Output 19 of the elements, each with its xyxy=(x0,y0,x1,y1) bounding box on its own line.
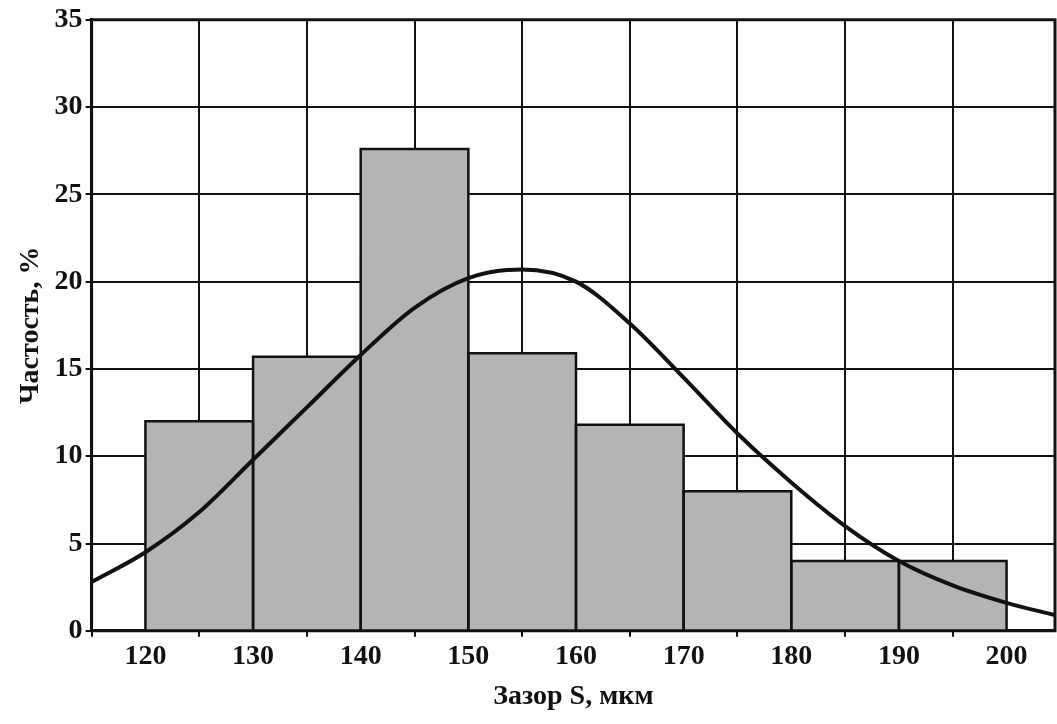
x-tick-label: 150 xyxy=(447,638,490,670)
x-tick-label: 190 xyxy=(877,638,920,670)
x-axis-title: Зазор S, мкм xyxy=(493,679,654,711)
y-tick-label: 20 xyxy=(54,263,83,295)
x-tick-label: 200 xyxy=(985,638,1028,670)
x-tick-label: 120 xyxy=(124,638,167,670)
y-tick-label: 0 xyxy=(68,613,83,645)
y-tick-label: 15 xyxy=(54,351,83,383)
y-tick-label: 30 xyxy=(54,89,83,121)
x-tick-label: 140 xyxy=(339,638,382,670)
y-tick-label: 35 xyxy=(54,2,83,34)
y-axis-title: Частость, % xyxy=(13,246,45,404)
x-tick-label: 130 xyxy=(232,638,275,670)
x-tick-label: 170 xyxy=(662,638,705,670)
y-tick-label: 5 xyxy=(68,525,83,557)
x-tick-label: 180 xyxy=(770,638,813,670)
x-tick-label: 160 xyxy=(554,638,597,670)
y-tick-label: 10 xyxy=(54,438,83,470)
y-tick-label: 25 xyxy=(54,176,83,208)
